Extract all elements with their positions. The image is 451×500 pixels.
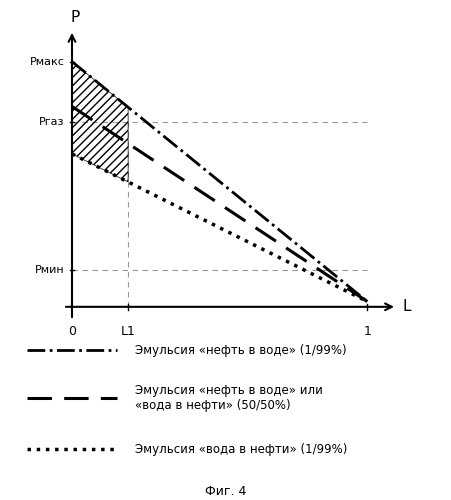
Text: Pмакс: Pмакс [30,56,64,66]
Text: Эмульсия «нефть в воде» или
«вода в нефти» (50/50%): Эмульсия «нефть в воде» или «вода в нефт… [135,384,323,412]
Text: Pгаз: Pгаз [39,118,64,128]
Text: Эмульсия «нефть в воде» (1/99%): Эмульсия «нефть в воде» (1/99%) [135,344,347,357]
Text: Фиг. 4: Фиг. 4 [205,485,246,498]
Text: 1: 1 [364,326,371,338]
Text: L: L [403,300,411,314]
Text: P: P [70,10,79,24]
Text: 0: 0 [68,326,76,338]
Text: Pмин: Pмин [35,265,64,275]
Text: L1: L1 [121,326,136,338]
Text: Эмульсия «вода в нефти» (1/99%): Эмульсия «вода в нефти» (1/99%) [135,442,348,456]
